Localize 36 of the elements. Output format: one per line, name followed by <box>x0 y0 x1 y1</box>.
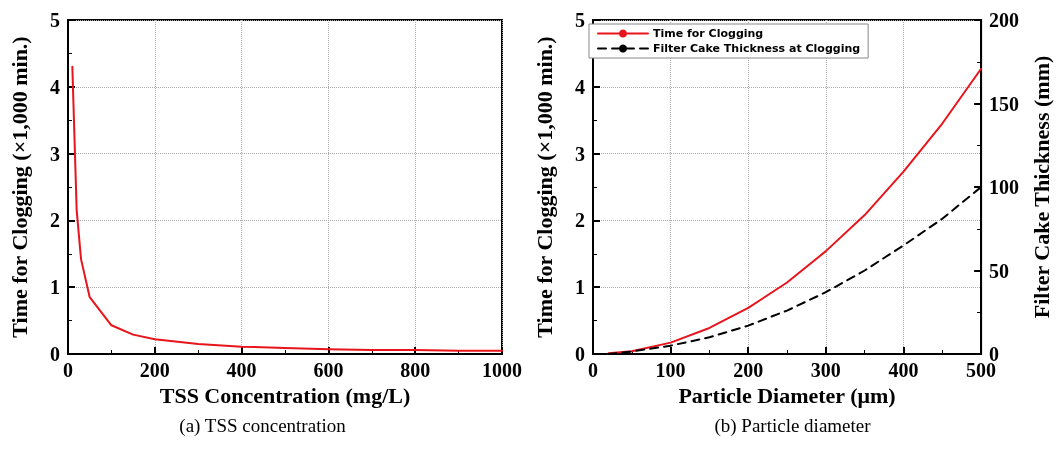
x-tick-label: 400 <box>226 359 257 381</box>
y2-tick-label: 50 <box>989 259 1010 282</box>
y-tick-label: 5 <box>575 9 585 31</box>
x-tick-label: 600 <box>313 359 344 381</box>
y2-tick-label: 200 <box>989 9 1020 31</box>
x-tick-label: 1000 <box>482 359 522 381</box>
y-axis-title: Time for Clogging (×1,000 min.) <box>6 36 32 338</box>
y2-tick-label: 150 <box>989 92 1020 115</box>
x-tick-label: 100 <box>655 359 686 381</box>
line-series <box>607 67 983 355</box>
y-tick-label: 2 <box>575 209 585 232</box>
y-tick-label: 4 <box>575 75 585 98</box>
x-tick-label: 800 <box>400 359 431 381</box>
text: (a) TSS concentration <box>179 415 347 437</box>
y-tick-label: 0 <box>575 343 585 365</box>
x-tick-label: 200 <box>733 359 764 381</box>
x-tick-label: 400 <box>888 359 919 381</box>
y-tick-label: 2 <box>50 209 60 232</box>
x-tick-label: 300 <box>810 359 841 381</box>
y-tick-label: 0 <box>50 343 60 365</box>
y-tick-label: 1 <box>575 276 585 299</box>
y-tick-label: 1 <box>50 276 60 299</box>
y2-axis-title: Filter Cake Thickness (mm) <box>1028 55 1054 319</box>
x-axis-title: TSS Concentration (mg/L) <box>159 383 411 409</box>
legend-label: Time for Clogging <box>653 27 764 40</box>
y-tick-label: 4 <box>50 75 60 98</box>
text: (b) Particle diameter <box>714 415 872 437</box>
y-tick-label: 3 <box>575 142 585 165</box>
y2-tick-label: 100 <box>989 176 1020 198</box>
legend-label: Filter Cake Thickness at Clogging <box>653 42 861 55</box>
y-tick-label: 5 <box>50 9 60 31</box>
y-tick-label: 3 <box>50 142 60 165</box>
y-axis-title: Time for Clogging (×1,000 min.) <box>531 36 557 338</box>
x-axis-title: Particle Diameter (μm) <box>678 383 896 409</box>
x-tick-label: 200 <box>139 359 170 381</box>
line-series <box>71 65 503 352</box>
